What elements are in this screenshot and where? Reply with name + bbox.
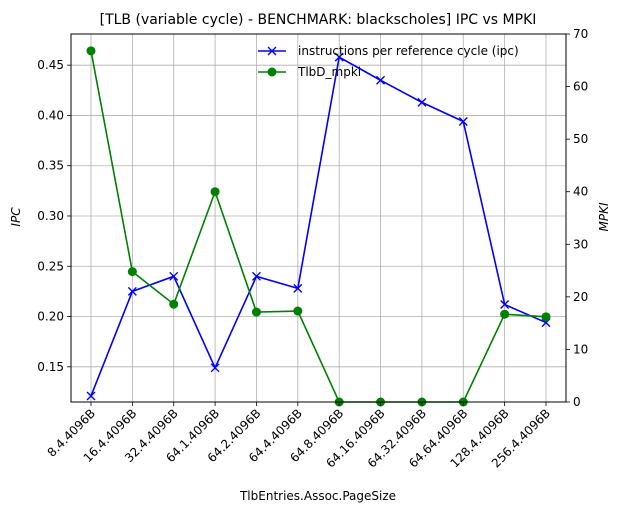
y-right-tick-label: 10	[573, 342, 588, 356]
y-left-tick-label: 0.25	[37, 259, 64, 273]
legend-1-label: TlbD_mpki	[297, 65, 361, 79]
y-left-tick-label: 0.20	[37, 310, 64, 324]
series-1-point	[251, 307, 261, 317]
grid	[71, 34, 566, 402]
legend: instructions per reference cycle (ipc) Tl…	[258, 44, 519, 79]
series-1-point	[500, 309, 510, 319]
y-left-tick-label: 0.40	[37, 108, 64, 122]
series-0-point	[210, 363, 220, 373]
x-axis-label: TlbEntries.Assoc.PageSize	[239, 489, 396, 503]
y-left-tick-label: 0.35	[37, 159, 64, 173]
y-axis-right-label: MPKI	[597, 202, 611, 231]
x-axis: 8.4.4096B16.4.4096B32.4.4096B64.1.4096B6…	[45, 402, 553, 471]
series-1-point	[541, 312, 551, 322]
series-0-point	[417, 97, 427, 107]
y-right-tick-label: 0	[573, 395, 581, 409]
y-left-tick-label: 0.45	[37, 58, 64, 72]
series-1-point	[210, 187, 220, 197]
series-1-point	[127, 267, 137, 277]
legend-0-label: instructions per reference cycle (ipc)	[298, 44, 519, 58]
y-right-tick-label: 20	[573, 290, 588, 304]
series-1-point	[169, 299, 179, 309]
legend-0-marker	[267, 46, 277, 56]
series-0-point	[169, 271, 179, 281]
y-axis-left-label: IPC	[9, 207, 23, 227]
y-right-tick-label: 60	[573, 80, 588, 94]
y-right-tick-label: 50	[573, 132, 588, 146]
series-0-point	[500, 299, 510, 309]
y-left-tick-label: 0.30	[37, 209, 64, 223]
series-0-point	[376, 75, 386, 85]
y-right-tick-label: 40	[573, 185, 588, 199]
series-1-line	[90, 50, 547, 403]
series-0-point	[293, 283, 303, 293]
series-0-point	[127, 286, 137, 296]
series-0-point	[251, 271, 261, 281]
series-1-point	[86, 46, 96, 56]
series-0-point	[334, 52, 344, 62]
series-1-point	[293, 306, 303, 316]
series-0-point	[86, 391, 96, 401]
y-right-tick-label: 30	[573, 237, 588, 251]
y-axis-left: 0.15 0.20 0.25 0.30 0.35 0.40 0.45	[37, 58, 71, 374]
legend-1-marker	[267, 67, 277, 77]
series-0-line	[90, 55, 547, 397]
series-0-point	[458, 116, 468, 126]
y-axis-right: 0 10 20 30 40 50 60 70	[566, 27, 588, 409]
plot-frame	[70, 33, 567, 403]
chart-title: [TLB (variable cycle) - BENCHMARK: black…	[100, 12, 537, 28]
series-layer	[86, 46, 551, 407]
y-right-tick-label: 70	[573, 27, 588, 41]
y-left-tick-label: 0.15	[37, 360, 64, 374]
